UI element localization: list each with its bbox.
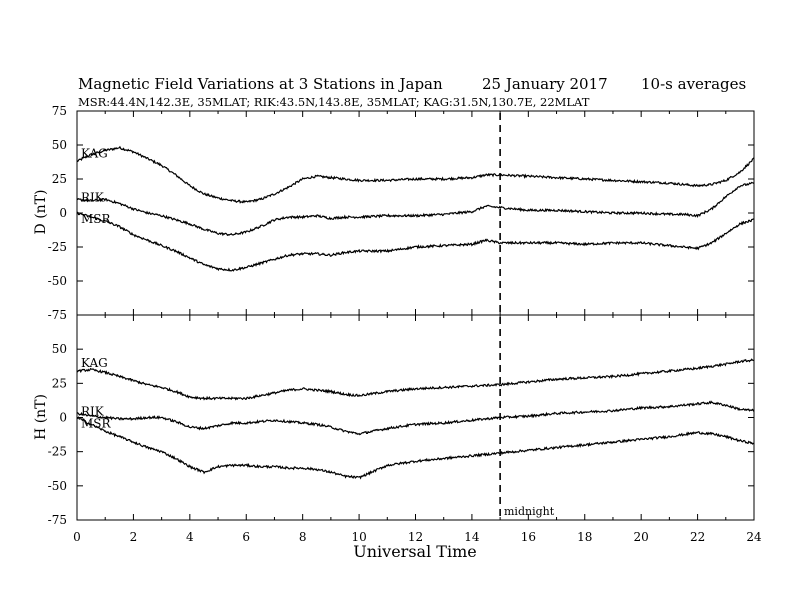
h-ytick-label: -25: [48, 445, 67, 459]
d-ytick-label: 50: [52, 138, 67, 152]
d-series-label-msr: MSR: [81, 212, 112, 226]
d-series-label-rik: RIK: [81, 190, 105, 204]
d-ytick-label: -25: [48, 240, 67, 254]
xtick-label: 2: [130, 530, 138, 544]
h-trace-rik: [76, 400, 755, 436]
d-trace-rik: [76, 181, 755, 237]
h-ytick-label: 25: [52, 376, 67, 390]
d-trace-msr: [76, 211, 755, 272]
xtick-label: 12: [408, 530, 423, 544]
xtick-label: 18: [577, 530, 592, 544]
figure-date: 25 January 2017: [482, 75, 608, 93]
h-ytick-label: 0: [59, 411, 67, 425]
figure-title: Magnetic Field Variations at 3 Stations …: [78, 75, 443, 93]
xtick-label: 10: [351, 530, 366, 544]
xtick-label: 16: [521, 530, 536, 544]
d-ytick-label: 0: [59, 206, 67, 220]
xtick-label: 22: [690, 530, 705, 544]
xtick-label: 4: [186, 530, 194, 544]
d-ytick-label: 25: [52, 172, 67, 186]
xtick-label: 14: [464, 530, 480, 544]
h-ytick-label: 50: [52, 342, 67, 356]
h-trace-kag: [76, 358, 755, 401]
h-ytick-label: -50: [48, 479, 67, 493]
averaging-label: 10-s averages: [641, 75, 746, 93]
station-coordinates: MSR:44.4N,142.3E, 35MLAT; RIK:43.5N,143.…: [78, 95, 590, 109]
d-ytick-label: -50: [48, 274, 67, 288]
xtick-label: 6: [242, 530, 250, 544]
xtick-label: 8: [299, 530, 307, 544]
h-series-label-kag: KAG: [81, 356, 108, 370]
d-series-label-kag: KAG: [81, 146, 108, 160]
d-ytick-label: 75: [52, 104, 67, 118]
h-series-label-rik: RIK: [81, 404, 105, 418]
chart-marks: 7550250-25-50-75KAGRIKMSR50250-25-50-75K…: [48, 104, 762, 544]
xtick-label: 24: [746, 530, 762, 544]
x-axis-label: Universal Time: [353, 542, 476, 561]
h-series-label-msr: MSR: [81, 417, 112, 431]
midnight-label: midnight: [504, 505, 555, 518]
h-axis-label: H (nT): [33, 394, 49, 440]
h-panel-frame: [76, 314, 755, 521]
xtick-label: 20: [634, 530, 649, 544]
h-trace-msr: [76, 416, 755, 480]
d-axis-label: D (nT): [33, 190, 49, 235]
d-trace-kag: [76, 145, 755, 204]
d-ytick-label: -75: [48, 308, 67, 322]
xtick-label: 0: [73, 530, 81, 544]
h-ytick-label: -75: [48, 513, 67, 527]
